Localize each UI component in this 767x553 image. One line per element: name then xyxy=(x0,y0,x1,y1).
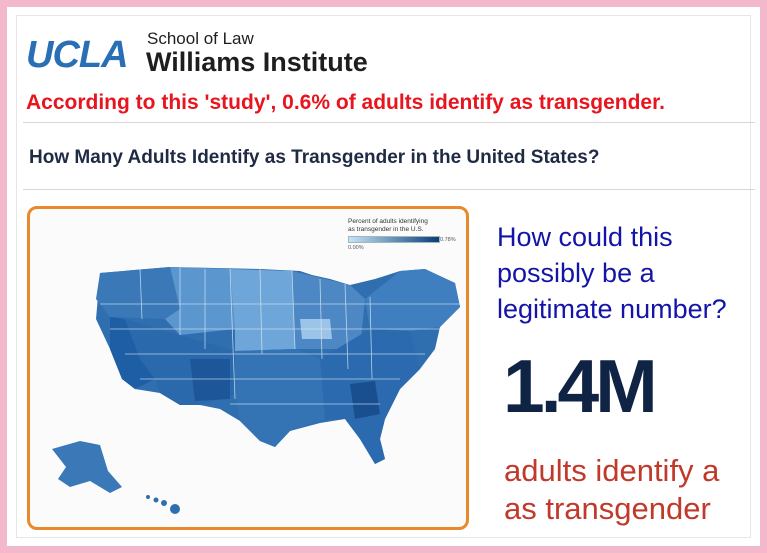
content-panel xyxy=(16,15,751,538)
georgia xyxy=(350,381,380,419)
legend-max: 0.78% xyxy=(440,237,456,243)
us-map-card: Percent of adults identifying as transge… xyxy=(27,206,469,530)
caption-line-1: adults identify a xyxy=(504,453,720,488)
question-text: How could this possibly be a legitimate … xyxy=(497,219,767,327)
big-number: 1.4M xyxy=(503,344,658,428)
new-mexico xyxy=(190,359,230,401)
divider xyxy=(23,189,755,190)
legend-title-line1: Percent of adults identifying xyxy=(348,218,428,225)
us-choropleth-map xyxy=(52,267,460,514)
northeast-states xyxy=(365,269,460,331)
state-borders xyxy=(100,267,460,405)
question-line-2: possibly be a xyxy=(497,258,655,288)
williams-institute-label: Williams Institute xyxy=(146,47,368,77)
map-legend: Percent of adults identifying as transge… xyxy=(348,218,463,251)
plains-states xyxy=(230,269,295,351)
mountain-states xyxy=(165,267,235,335)
hawaii xyxy=(146,495,180,514)
claim-text: According to this 'study', 0.6% of adult… xyxy=(26,91,665,114)
california xyxy=(110,317,155,389)
school-of-law-label: School of Law xyxy=(147,29,254,48)
question-line-1: How could this xyxy=(497,222,673,252)
legend-min: 0.00% xyxy=(348,245,364,251)
question-line-3: legitimate number? xyxy=(497,294,727,324)
caption-line-2: as transgender xyxy=(504,491,711,526)
legend-color-scale xyxy=(348,236,440,243)
ucla-logo: UCLA xyxy=(26,34,129,76)
page-heading: How Many Adults Identify as Transgender … xyxy=(29,147,600,168)
northwest-states xyxy=(96,267,180,319)
caption-text: adults identify a as transgender xyxy=(504,452,742,528)
legend-ticks: 0.00% 0.78% xyxy=(348,237,463,251)
alaska xyxy=(52,441,122,493)
legend-title-line2: as transgender in the U.S. xyxy=(348,226,424,233)
south-central-states xyxy=(235,349,325,447)
divider xyxy=(23,122,755,123)
